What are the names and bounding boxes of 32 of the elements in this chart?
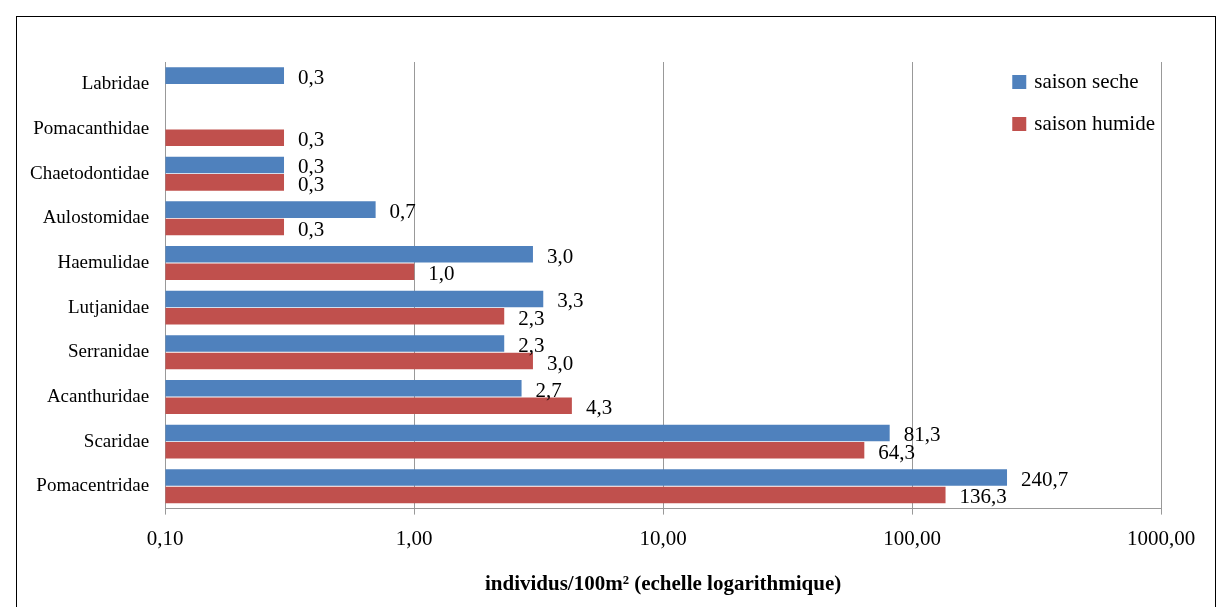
data-label: 136,3 (959, 484, 1007, 509)
y-tick-label: Pomacanthidae (33, 116, 150, 138)
x-axis-title: individus/100m² (echelle logarithmique) (484, 570, 842, 595)
y-tick-label: Acanthuridae (46, 384, 150, 406)
legend-label: saison seche (1034, 68, 1139, 93)
y-tick-label: Labridae (81, 72, 150, 94)
data-label: 3,3 (557, 288, 584, 313)
data-label: 0,3 (298, 216, 325, 241)
data-label: 4,3 (585, 395, 613, 420)
y-tick-label: Serranidae (68, 340, 150, 362)
data-label: 3,0 (546, 243, 574, 268)
legend-label: saison humide (1034, 110, 1156, 135)
data-label: 2,7 (535, 377, 562, 402)
y-tick-label: Haemulidae (57, 250, 150, 272)
data-label: 0,7 (389, 199, 416, 224)
data-label: 0,3 (298, 65, 325, 90)
y-tick-label: Scaridae (83, 429, 150, 451)
data-label: 240,7 (1021, 467, 1069, 492)
x-tick-label: 10,00 (639, 525, 687, 550)
data-label: 0,3 (298, 127, 325, 152)
data-label: 3,0 (546, 350, 574, 375)
x-tick-label: 1,00 (395, 525, 433, 550)
y-tick-label: Pomacentridae (36, 474, 150, 496)
data-label: 2,3 (518, 305, 545, 330)
x-tick-label: 100,00 (883, 525, 941, 550)
x-tick-label: 0,10 (146, 525, 184, 550)
x-tick-label: 1000,00 (1126, 525, 1196, 550)
data-label: 2,3 (518, 333, 545, 358)
y-tick-label: Aulostomidae (42, 206, 150, 228)
y-tick-label: Lutjanidae (67, 295, 150, 317)
y-tick-label: Chaetodontidae (29, 161, 150, 183)
data-label: 1,0 (428, 261, 455, 286)
